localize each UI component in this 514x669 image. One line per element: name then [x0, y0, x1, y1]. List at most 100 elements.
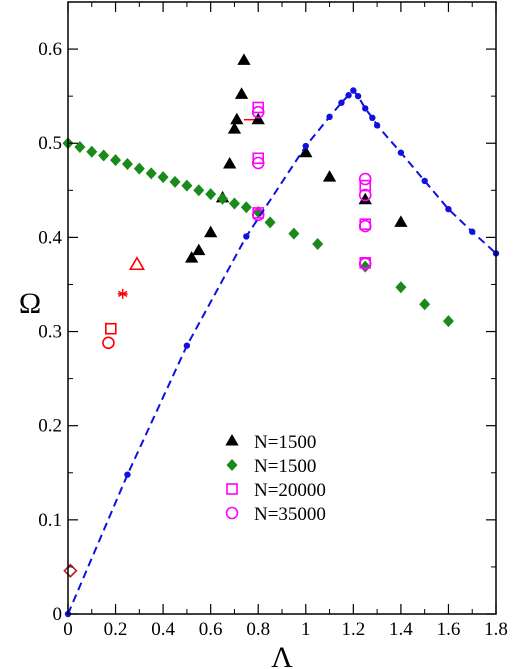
data-point	[240, 201, 252, 214]
legend-label: N=20000	[254, 480, 326, 501]
data-point	[312, 237, 324, 250]
x-tick-label: 1.6	[437, 619, 461, 640]
data-point	[442, 315, 454, 328]
data-point	[183, 342, 191, 349]
y-tick-label: 0.1	[38, 510, 62, 531]
x-tick-label: 0.4	[151, 619, 175, 640]
data-point	[128, 256, 145, 271]
y-tick-label: 0.4	[38, 227, 62, 248]
data-point	[326, 113, 333, 121]
legend-label: N=1500	[254, 432, 316, 453]
legend-marker	[225, 506, 239, 520]
legend-entry: N=1500	[226, 456, 316, 477]
x-tick-label: 1.2	[341, 619, 365, 640]
data-point	[102, 336, 115, 350]
tick-layer: 0 0.2 0.4 0.6 0.8 1 1.2 1.4 1.6 1.8 0 0.1 0.2 0.3 0.4 0…	[38, 1, 508, 640]
data-point	[243, 233, 250, 240]
data-point	[63, 563, 78, 578]
data-point	[217, 192, 229, 205]
series-4	[105, 322, 117, 335]
x-tick-label: 1.4	[389, 619, 413, 640]
legend-entry: N=35000	[225, 504, 326, 525]
data-point	[117, 288, 128, 299]
data-point	[204, 225, 218, 238]
y-tick-label: 0.6	[38, 39, 62, 60]
series-7	[128, 256, 145, 271]
data-point	[251, 156, 265, 170]
series-9	[64, 87, 500, 618]
data-point	[358, 192, 372, 205]
data-point	[362, 105, 369, 112]
legend-marker	[226, 459, 238, 471]
data-point	[354, 92, 362, 100]
data-point	[192, 243, 206, 256]
data-point	[251, 112, 265, 125]
data-point	[359, 179, 372, 192]
data-point	[394, 215, 408, 227]
legend-marker	[226, 483, 238, 495]
data-point	[358, 219, 372, 233]
data-point	[369, 114, 376, 122]
data-point	[124, 471, 131, 478]
legend: N=1500 N=1500 N=20000 N=35000	[225, 432, 326, 525]
data-point	[251, 208, 265, 222]
x-tick-label: 1	[301, 619, 311, 640]
data-point	[302, 142, 309, 150]
data-point	[228, 197, 240, 210]
y-tick-label: 0	[53, 604, 63, 625]
data-point	[445, 205, 452, 213]
y-tick-label: 0.2	[38, 416, 62, 437]
data-point	[345, 92, 352, 99]
y-axis-label: Ω	[19, 287, 41, 320]
data-point	[234, 87, 249, 99]
legend-entry: N=20000	[226, 480, 326, 501]
data-point	[184, 251, 199, 263]
data-point	[358, 257, 372, 271]
data-point	[359, 260, 371, 273]
series-6	[117, 288, 128, 299]
data-point	[322, 170, 337, 182]
data-point	[181, 179, 193, 192]
data-point	[419, 298, 431, 311]
data-point	[288, 227, 300, 240]
data-point	[252, 152, 265, 165]
data-point	[145, 167, 157, 180]
legend-marker	[225, 434, 239, 446]
data-point	[223, 156, 237, 169]
data-layer	[62, 53, 500, 618]
data-point	[110, 154, 122, 167]
data-point	[237, 53, 251, 65]
x-tick-label: 0.6	[199, 619, 223, 640]
data-point	[395, 281, 407, 294]
data-point	[350, 87, 357, 94]
data-point	[205, 188, 217, 201]
data-point	[469, 228, 476, 235]
x-axis-label: Λ	[271, 641, 293, 669]
data-point	[421, 177, 428, 185]
data-point	[338, 99, 345, 106]
data-point	[157, 171, 169, 184]
x-tick-label: 0.2	[104, 619, 128, 640]
data-point	[105, 322, 117, 335]
series-3	[251, 105, 372, 271]
data-point	[98, 149, 110, 162]
data-point	[230, 112, 244, 125]
series-line	[67, 89, 497, 615]
x-tick-label: 0	[63, 619, 73, 640]
data-point	[86, 145, 98, 158]
data-point	[227, 122, 242, 134]
series-5	[102, 336, 115, 350]
legend-entry: N=1500	[225, 432, 316, 453]
data-point	[358, 188, 372, 202]
legend-label: N=1500	[254, 456, 316, 477]
data-point	[193, 184, 205, 197]
data-point	[169, 175, 181, 188]
data-point	[251, 105, 265, 119]
data-point	[397, 149, 405, 156]
y-tick-label: 0.5	[38, 133, 62, 154]
data-point	[264, 216, 276, 229]
series-1	[62, 137, 454, 328]
data-point	[74, 140, 86, 153]
data-point	[373, 122, 381, 129]
